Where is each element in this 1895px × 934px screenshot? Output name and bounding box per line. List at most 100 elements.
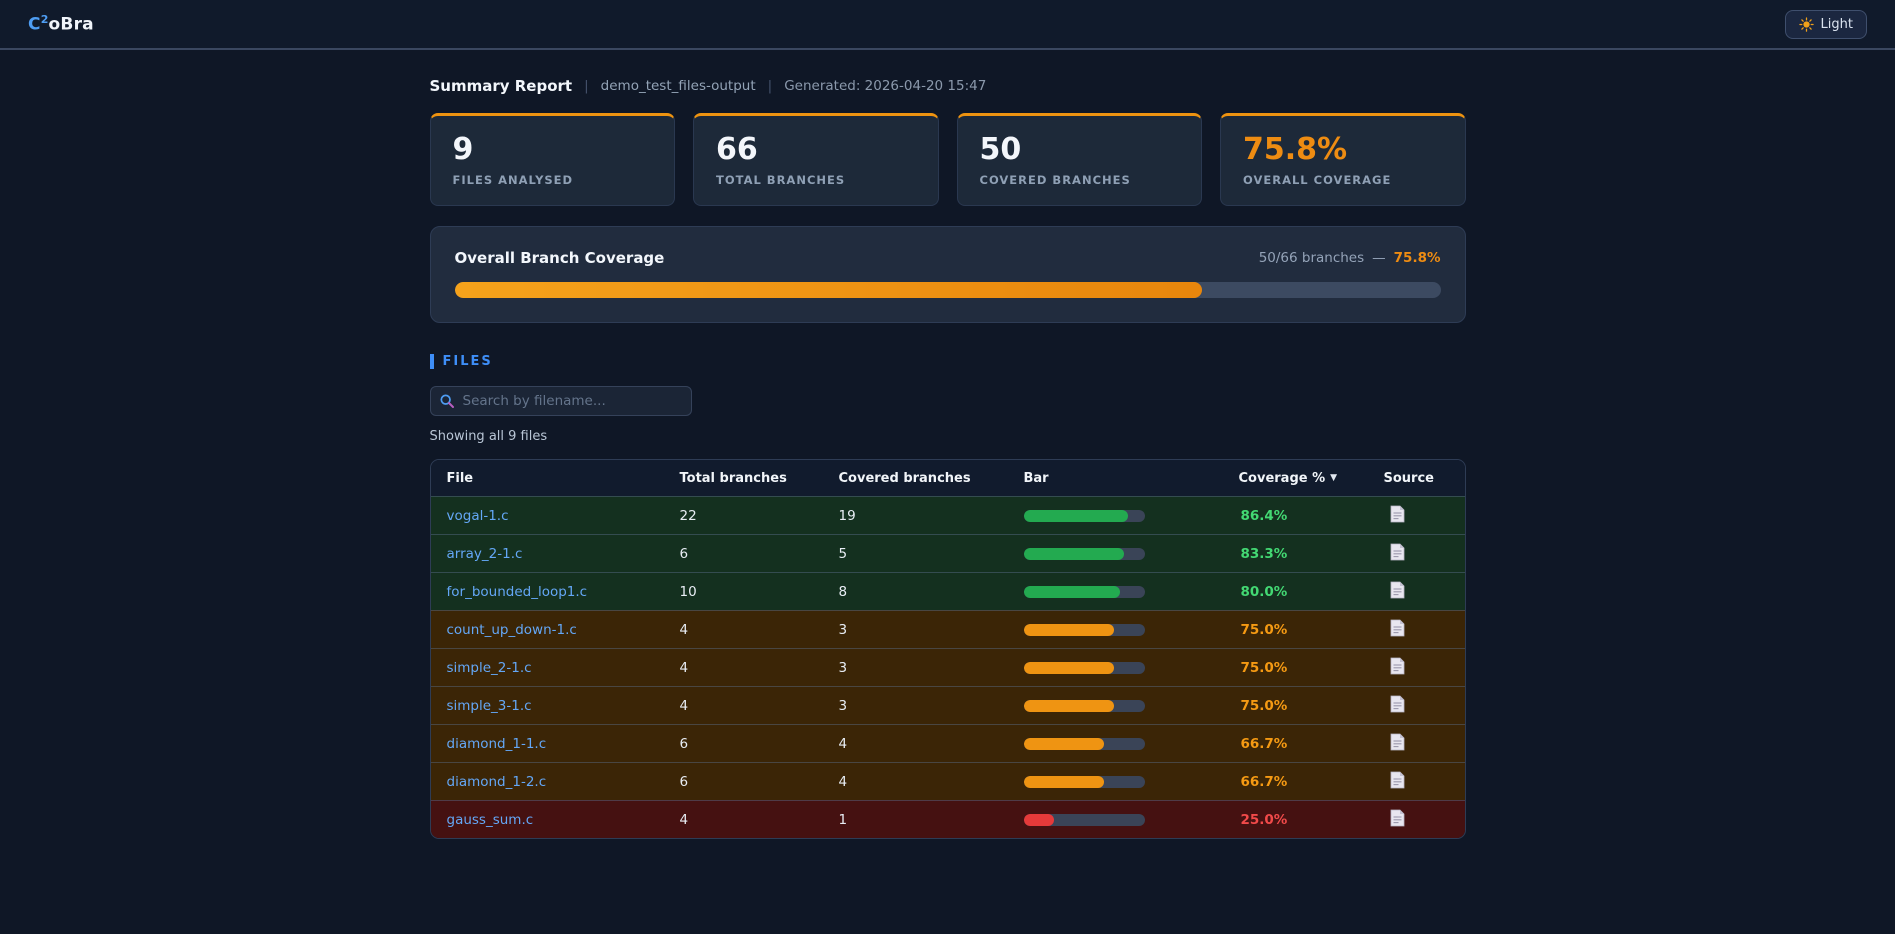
- stat-card-covered-branches: 50 COVERED BRANCHES: [956, 113, 1202, 206]
- covered-branches-value: 4: [838, 773, 848, 790]
- logo-c: C: [28, 14, 41, 35]
- document-icon[interactable]: [1390, 657, 1405, 675]
- covered-branches-value: 4: [838, 735, 848, 752]
- covered-branches-value: 5: [838, 545, 848, 562]
- document-icon[interactable]: [1390, 771, 1405, 789]
- files-section-heading: FILES: [429, 354, 1466, 369]
- coverage-bar-fill: [1023, 699, 1115, 712]
- dash: —: [1372, 250, 1386, 266]
- coverage-bar-fill: [1023, 623, 1115, 636]
- search-box: [429, 386, 692, 416]
- stat-card-total-branches: 66 TOTAL BRANCHES: [693, 113, 939, 206]
- coverage-percent: 75.0%: [1240, 697, 1288, 714]
- separator: |: [767, 78, 773, 94]
- coverage-percent: 86.4%: [1240, 507, 1288, 524]
- total-branches-value: 4: [679, 811, 689, 828]
- document-icon[interactable]: [1390, 809, 1405, 827]
- table-row: diamond_1-1.c 6 4 66.7%: [430, 724, 1465, 762]
- coverage-bar: [1023, 623, 1145, 636]
- coverage-bar-fill: [1023, 661, 1115, 674]
- stat-label: FILES ANALYSED: [452, 172, 574, 187]
- column-header-file[interactable]: File: [446, 470, 474, 486]
- coverage-percent: 75.0%: [1240, 659, 1288, 676]
- overall-coverage-summary: 50/66 branches — 75.8%: [1259, 250, 1441, 266]
- document-icon[interactable]: [1390, 505, 1405, 523]
- coverage-bar: [1023, 699, 1145, 712]
- table-row: simple_3-1.c 4 3 75.0%: [430, 686, 1465, 724]
- table-row: diamond_1-2.c 6 4 66.7%: [430, 762, 1465, 800]
- dataset-name: demo_test_files-output: [600, 78, 756, 94]
- top-navbar: C2oBra Light: [0, 0, 1895, 50]
- column-header-source[interactable]: Source: [1383, 470, 1434, 486]
- theme-toggle-button[interactable]: Light: [1784, 9, 1867, 39]
- search-icon: [439, 394, 454, 408]
- overall-progress-fill: [454, 282, 1202, 298]
- table-row: count_up_down-1.c 4 3 75.0%: [430, 610, 1465, 648]
- coverage-bar: [1023, 737, 1145, 750]
- document-icon[interactable]: [1390, 619, 1405, 637]
- document-icon[interactable]: [1390, 581, 1405, 599]
- stat-label: TOTAL BRANCHES: [716, 172, 846, 187]
- coverage-bar: [1023, 547, 1145, 560]
- table-header-row: File Total branches Covered branches Bar…: [430, 460, 1465, 496]
- covered-branches-value: 1: [838, 811, 848, 828]
- coverage-percent: 66.7%: [1240, 735, 1288, 752]
- column-header-bar[interactable]: Bar: [1023, 470, 1049, 486]
- file-link[interactable]: diamond_1-1.c: [446, 735, 547, 752]
- table-row: vogal-1.c 22 19 86.4%: [430, 496, 1465, 534]
- total-branches-value: 6: [679, 545, 689, 562]
- separator: |: [584, 78, 589, 94]
- total-branches-value: 4: [679, 697, 689, 714]
- file-link[interactable]: simple_2-1.c: [446, 659, 532, 676]
- overall-percent: 75.8%: [1393, 250, 1441, 266]
- stat-label: OVERALL COVERAGE: [1243, 172, 1392, 187]
- column-header-covered-branches[interactable]: Covered branches: [838, 470, 971, 486]
- column-header-coverage[interactable]: Coverage % ▼: [1238, 470, 1338, 486]
- coverage-bar-fill: [1023, 509, 1129, 522]
- file-link[interactable]: diamond_1-2.c: [446, 773, 547, 790]
- file-link[interactable]: vogal-1.c: [446, 507, 509, 524]
- table-row: array_2-1.c 6 5 83.3%: [430, 534, 1465, 572]
- file-link[interactable]: gauss_sum.c: [446, 811, 534, 828]
- total-branches-value: 22: [679, 507, 697, 524]
- stat-card-overall-coverage: 75.8% OVERALL COVERAGE: [1220, 113, 1466, 206]
- covered-branches-value: 8: [838, 583, 848, 600]
- covered-branches-value: 3: [838, 697, 848, 714]
- files-count-text: Showing all 9 files: [429, 429, 548, 444]
- total-branches-value: 6: [679, 735, 689, 752]
- stat-value: 50: [979, 132, 1022, 167]
- coverage-bar-fill: [1023, 775, 1105, 788]
- files-table: File Total branches Covered branches Bar…: [429, 459, 1466, 839]
- coverage-bar-fill: [1023, 585, 1121, 598]
- table-row: for_bounded_loop1.c 10 8 80.0%: [430, 572, 1465, 610]
- app-logo[interactable]: C2oBra: [28, 13, 94, 35]
- coverage-bar: [1023, 661, 1145, 674]
- column-header-total-branches[interactable]: Total branches: [679, 470, 787, 486]
- file-link[interactable]: array_2-1.c: [446, 545, 523, 562]
- stat-cards: 9 FILES ANALYSED 66 TOTAL BRANCHES 50 CO…: [429, 113, 1466, 206]
- document-icon[interactable]: [1390, 543, 1405, 561]
- overall-coverage-panel: Overall Branch Coverage 50/66 branches —…: [429, 226, 1466, 323]
- coverage-bar: [1023, 813, 1145, 826]
- total-branches-value: 10: [679, 583, 697, 600]
- generated-timestamp: Generated: 2026-04-20 15:47: [784, 78, 987, 94]
- branches-ratio: 50/66 branches: [1258, 250, 1365, 266]
- document-icon[interactable]: [1390, 733, 1405, 751]
- document-icon[interactable]: [1390, 695, 1405, 713]
- file-link[interactable]: count_up_down-1.c: [446, 621, 577, 638]
- overall-progress-track: [454, 282, 1441, 298]
- stat-value: 75.8%: [1243, 132, 1348, 167]
- stat-label: COVERED BRANCHES: [979, 172, 1131, 187]
- table-row: gauss_sum.c 4 1 25.0%: [430, 800, 1465, 838]
- logo-sup: 2: [40, 13, 49, 27]
- coverage-percent: 66.7%: [1240, 773, 1288, 790]
- file-link[interactable]: simple_3-1.c: [446, 697, 532, 714]
- search-input[interactable]: [429, 386, 692, 416]
- total-branches-value: 4: [679, 621, 689, 638]
- file-link[interactable]: for_bounded_loop1.c: [446, 583, 588, 600]
- sun-icon: [1798, 16, 1814, 32]
- coverage-bar: [1023, 585, 1145, 598]
- logo-rest: oBra: [48, 14, 94, 35]
- total-branches-value: 6: [679, 773, 689, 790]
- coverage-bar: [1023, 775, 1145, 788]
